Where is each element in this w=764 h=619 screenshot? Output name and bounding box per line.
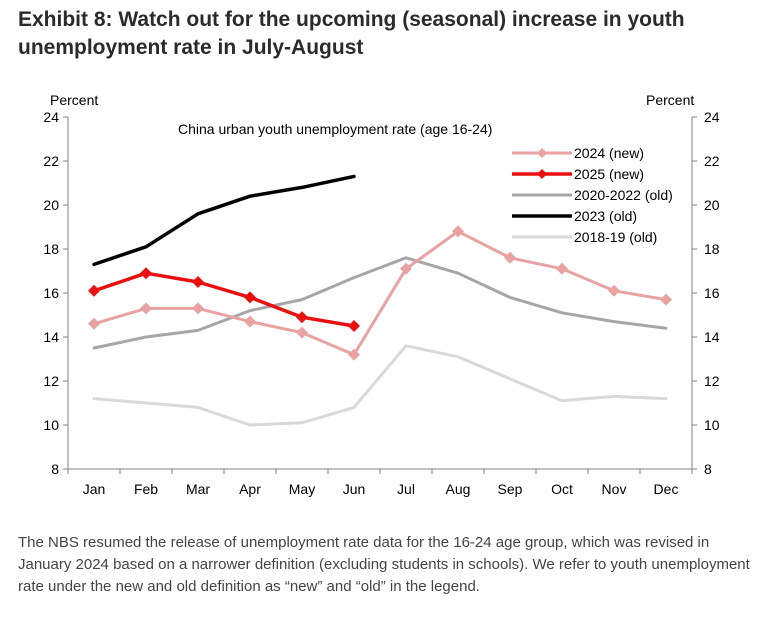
data-point-2024-new xyxy=(88,317,100,330)
x-tick-label: Jan xyxy=(83,481,106,497)
data-point-2024-new xyxy=(400,262,412,275)
line-chart: 8 8 10 10 12 12 14 14 16 16 18 18 20 20 22 22 24 24 Jan Feb… xyxy=(43,92,719,497)
x-tick-label: May xyxy=(289,481,315,497)
x-tick-label: Jun xyxy=(343,481,366,497)
y-axis-label-right: Percent xyxy=(646,92,694,108)
series-line-2020-2022-old xyxy=(92,256,668,350)
data-point-2024-new xyxy=(244,315,256,328)
x-tick-label: Sep xyxy=(498,481,523,497)
x-tick-label: Mar xyxy=(186,481,210,497)
data-point-2024-new xyxy=(296,326,308,339)
data-point-2024-new xyxy=(660,293,672,306)
y-tick-label-right: 10 xyxy=(704,417,720,433)
y-tick-label-left: 12 xyxy=(43,373,59,389)
data-point-2025-new xyxy=(140,267,152,280)
axes: 8 8 10 10 12 12 14 14 16 16 18 18 20 20 22 22 24 24 Jan Feb… xyxy=(43,109,719,497)
series-line-2024-new xyxy=(92,229,668,357)
x-tick-label: Oct xyxy=(551,481,573,497)
series-lines xyxy=(88,174,672,427)
legend-label-2023-old: 2023 (old) xyxy=(574,208,637,224)
x-tick-label: Nov xyxy=(602,481,627,497)
data-point-2024-new xyxy=(452,225,464,238)
y-tick-label-left: 8 xyxy=(51,461,59,477)
y-tick-label-right: 14 xyxy=(704,329,720,345)
y-tick-label-right: 12 xyxy=(704,373,720,389)
y-tick-label-right: 24 xyxy=(704,109,720,125)
y-tick-label-right: 8 xyxy=(704,461,712,477)
x-tick-label: Aug xyxy=(446,481,471,497)
legend: 2024 (new) 2025 (new) 2020-2022 (old) 2023 … xyxy=(512,145,673,245)
series-line-2025-new xyxy=(92,271,356,328)
x-tick-label: Apr xyxy=(239,481,261,497)
y-tick-label-left: 14 xyxy=(43,329,59,345)
y-tick-label-left: 24 xyxy=(43,109,59,125)
y-tick-label-left: 18 xyxy=(43,241,59,257)
legend-label-2018-19-old: 2018-19 (old) xyxy=(574,229,657,245)
data-point-2025-new xyxy=(192,276,204,288)
y-tick-label-right: 18 xyxy=(704,241,720,257)
legend-label-2025-new: 2025 (new) xyxy=(574,166,644,182)
y-tick-label-right: 22 xyxy=(704,153,720,169)
data-point-2025-new xyxy=(88,284,100,297)
data-point-2025-new xyxy=(348,320,360,332)
y-tick-label-left: 16 xyxy=(43,285,59,301)
data-point-2024-new xyxy=(556,262,568,275)
y-axis-label-left: Percent xyxy=(50,92,98,108)
y-tick-label-right: 16 xyxy=(704,285,720,301)
y-tick-label-right: 20 xyxy=(704,197,720,213)
y-tick-label-left: 10 xyxy=(43,417,59,433)
series-line-2023-old xyxy=(92,174,356,267)
data-point-2025-new xyxy=(296,311,308,324)
y-tick-label-left: 20 xyxy=(43,197,59,213)
legend-label-2020-2022-old: 2020-2022 (old) xyxy=(574,187,673,203)
data-point-2024-new xyxy=(192,302,204,315)
legend-marker-2025-new xyxy=(537,169,547,179)
data-point-2024-new xyxy=(348,348,360,361)
data-point-2024-new xyxy=(608,284,620,297)
data-point-2024-new xyxy=(504,251,516,264)
legend-marker-2024-new xyxy=(537,148,547,158)
series-line-2018-19-old xyxy=(92,344,668,427)
exhibit-title: Exhibit 8: Watch out for the upcoming (s… xyxy=(18,8,685,59)
chart-subtitle: China urban youth unemployment rate (age… xyxy=(178,121,492,137)
x-tick-label: Dec xyxy=(654,481,679,497)
y-tick-label-left: 22 xyxy=(43,153,59,169)
data-point-2024-new xyxy=(140,302,152,315)
legend-label-2024-new: 2024 (new) xyxy=(574,145,644,161)
data-point-2025-new xyxy=(244,291,256,304)
footnote: The NBS resumed the release of unemploym… xyxy=(18,534,750,595)
x-tick-label: Feb xyxy=(134,481,158,497)
x-tick-label: Jul xyxy=(397,481,415,497)
